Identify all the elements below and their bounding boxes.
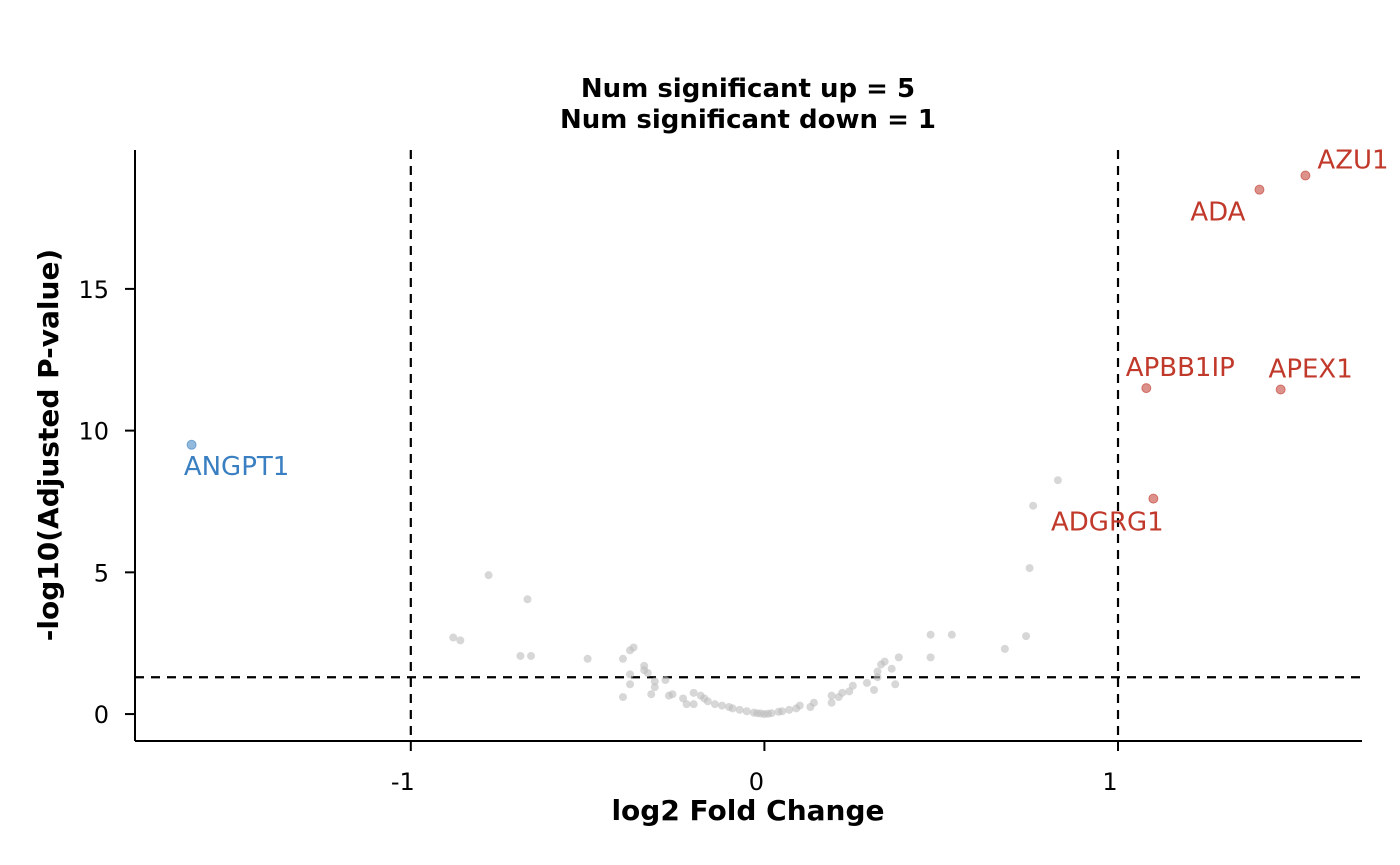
nonsignificant-point — [516, 651, 525, 660]
y-tick-label: 10 — [78, 418, 109, 446]
gene-label-apbb1ip: APBB1IP — [1126, 353, 1235, 383]
y-axis-label: -log10(Adjusted P-value) — [32, 249, 65, 641]
nonsignificant-point — [774, 707, 783, 716]
chart-title-line-2: Num significant down = 1 — [560, 105, 936, 135]
nonsignificant-point — [449, 633, 458, 642]
nonsignificant-point — [640, 661, 649, 670]
nonsignificant-point — [725, 702, 734, 711]
y-tick-label: 15 — [78, 276, 109, 304]
x-axis-label: log2 Fold Change — [611, 794, 884, 827]
nonsignificant-point — [527, 651, 536, 660]
nonsignificant-point — [523, 595, 532, 604]
nonsignificant-point — [894, 653, 903, 662]
nonsignificant-point — [626, 670, 635, 679]
nonsignificant-point — [947, 630, 956, 639]
gene-label-angpt1: ANGPT1 — [184, 452, 290, 482]
y-tick-label: 5 — [94, 559, 109, 587]
nonsignificant-point — [484, 571, 493, 580]
nonsignificant-point — [650, 683, 659, 692]
nonsignificant-point — [1022, 632, 1031, 641]
nonsignificant-point — [834, 693, 843, 702]
gene-label-azu1: AZU1 — [1317, 146, 1388, 176]
nonsignificant-point — [650, 677, 659, 686]
nonsignificant-point — [689, 700, 698, 709]
gene-label-adgrg1: ADGRG1 — [1051, 508, 1164, 538]
nonsignificant-point — [870, 685, 879, 694]
nonsignificant-point — [661, 676, 670, 685]
significant-point-adgrg1 — [1148, 493, 1159, 504]
gene-label-apex1: APEX1 — [1269, 355, 1353, 385]
nonsignificant-point — [742, 707, 751, 716]
nonsignificant-point — [710, 700, 719, 709]
nonsignificant-point — [792, 704, 801, 713]
nonsignificant-point — [827, 691, 836, 700]
nonsignificant-point — [618, 693, 627, 702]
significant-point-azu1 — [1300, 170, 1311, 181]
y-tick-label: 0 — [94, 701, 109, 729]
nonsignificant-point — [696, 691, 705, 700]
significant-point-apbb1ip — [1141, 383, 1152, 394]
gene-labels: AZU1 ADA APBB1IP APEX1 ADGRG1 ANGPT1 — [184, 146, 1389, 538]
nonsignificant-points — [449, 476, 1062, 719]
nonsignificant-point — [1053, 476, 1062, 485]
nonsignificant-point — [827, 698, 836, 707]
x-tick-label: 0 — [749, 768, 764, 796]
nonsignificant-point — [1025, 564, 1034, 573]
x-axis-ticks: -1 0 1 — [391, 741, 1120, 796]
gene-label-ada: ADA — [1190, 198, 1245, 228]
nonsignificant-point — [845, 687, 854, 696]
x-tick-label: -1 — [391, 768, 415, 796]
nonsignificant-point — [749, 708, 758, 717]
significant-point-ada — [1254, 184, 1265, 195]
nonsignificant-point — [862, 678, 871, 687]
nonsignificant-point — [1029, 501, 1038, 510]
nonsignificant-point — [456, 636, 465, 645]
significant-point-apex1 — [1275, 384, 1286, 395]
nonsignificant-point — [785, 705, 794, 714]
nonsignificant-point — [664, 691, 673, 700]
nonsignificant-point — [626, 680, 635, 689]
nonsignificant-point — [877, 660, 886, 669]
nonsignificant-point — [806, 702, 815, 711]
nonsignificant-point — [583, 654, 592, 663]
chart-title-line-1: Num significant up = 5 — [581, 74, 915, 104]
nonsignificant-point — [926, 630, 935, 639]
nonsignificant-point — [891, 680, 900, 689]
nonsignificant-point — [618, 654, 627, 663]
nonsignificant-point — [735, 705, 744, 714]
nonsignificant-point — [717, 701, 726, 710]
nonsignificant-point — [873, 667, 882, 676]
nonsignificant-point — [887, 664, 896, 673]
y-axis-ticks: 0 5 10 15 — [78, 276, 135, 729]
nonsignificant-point — [626, 646, 635, 655]
threshold-lines — [135, 150, 1362, 741]
nonsignificant-point — [873, 673, 882, 682]
significant-point-angpt1 — [186, 439, 197, 450]
x-tick-label: 1 — [1102, 768, 1117, 796]
nonsignificant-point — [689, 688, 698, 697]
nonsignificant-point — [647, 690, 656, 699]
nonsignificant-point — [1000, 644, 1009, 653]
nonsignificant-point — [926, 653, 935, 662]
significant-points — [186, 170, 1311, 504]
nonsignificant-point — [679, 694, 688, 703]
